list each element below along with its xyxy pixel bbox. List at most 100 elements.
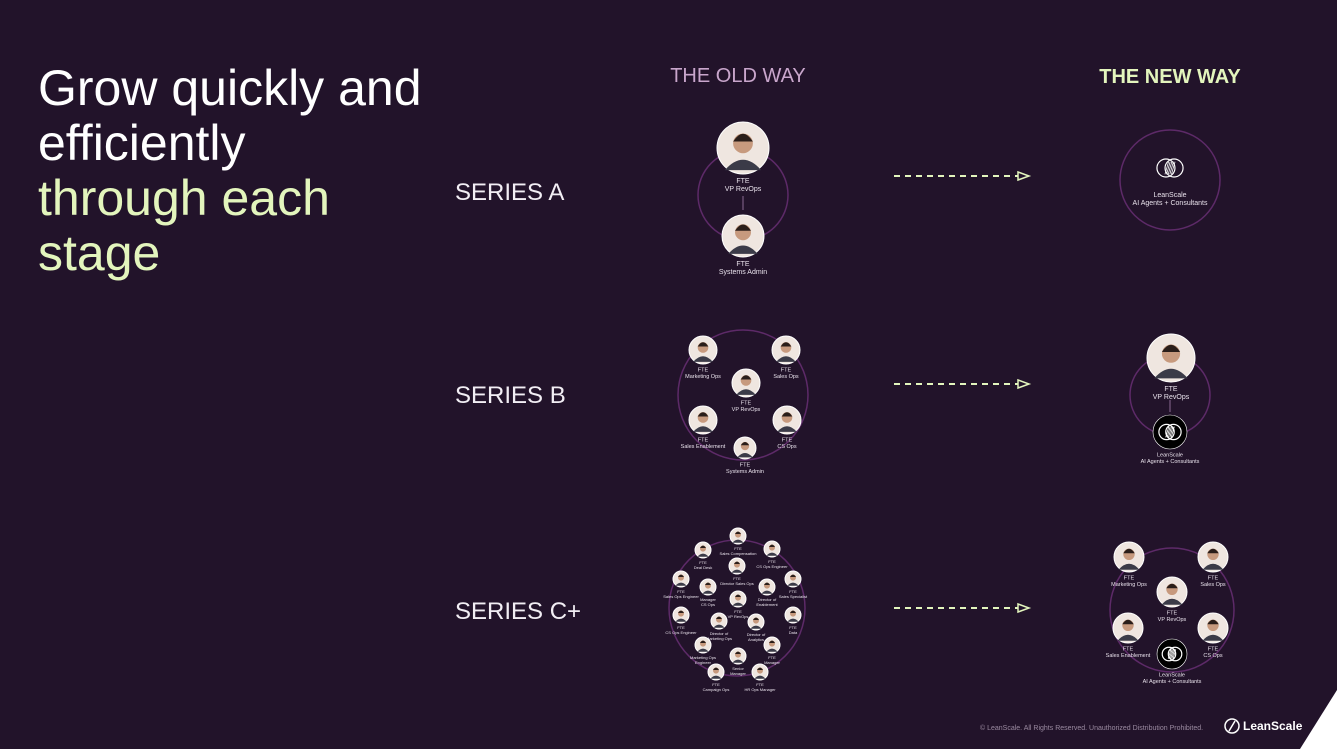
avatar-body xyxy=(728,245,758,254)
node-tag: FTE xyxy=(699,560,707,565)
node-role: HR Ops Manager xyxy=(744,687,776,692)
row-label: SERIES A xyxy=(455,179,564,206)
node-tag: FTE xyxy=(1208,576,1219,582)
node-tag: FTE xyxy=(740,463,751,469)
node-tag: FTE xyxy=(733,576,741,581)
avatar-body xyxy=(777,426,797,432)
node-role: CS Ops Engineer xyxy=(756,564,788,569)
avatar xyxy=(672,606,690,624)
logo-stripe xyxy=(1165,426,1170,438)
node-role: VP RevOps xyxy=(1153,394,1190,401)
avatar-hair xyxy=(768,544,776,547)
node-tag: Senior xyxy=(732,666,744,671)
avatar xyxy=(772,405,802,435)
title-highlight: stage xyxy=(38,225,160,281)
title-line: Grow quickly and xyxy=(38,60,422,116)
avatar-hair xyxy=(1166,583,1178,589)
avatar-body xyxy=(732,659,744,663)
node-tag: FTE xyxy=(1164,386,1178,393)
avatar-hair xyxy=(704,582,712,585)
team-ring xyxy=(1119,129,1221,231)
avatar-hair xyxy=(734,594,742,597)
avatar-hair xyxy=(733,561,741,564)
avatar-body xyxy=(1202,634,1224,641)
avatar-body xyxy=(1202,563,1224,570)
node-tag: LeanScale xyxy=(1159,673,1185,679)
logo-stripe xyxy=(1171,649,1175,659)
avatar xyxy=(694,541,712,559)
logo-ring xyxy=(1156,158,1176,178)
logo-stripe xyxy=(1171,161,1176,175)
avatar-body xyxy=(675,618,687,622)
node-role: Sales Enablement xyxy=(1106,653,1151,659)
logo-ring xyxy=(1167,646,1183,662)
avatar-body xyxy=(732,602,744,606)
avatar-hair xyxy=(1122,619,1134,625)
node-tag: FTE xyxy=(712,682,720,687)
column-header: THE NEW WAY xyxy=(1099,66,1241,88)
avatar xyxy=(694,636,712,654)
avatar xyxy=(1197,541,1229,573)
logo-stripe xyxy=(1170,426,1175,438)
avatar-hair xyxy=(734,651,742,654)
node-tag: FTE xyxy=(1123,647,1134,653)
avatar xyxy=(751,663,769,681)
node-role: Analytics xyxy=(748,637,764,642)
node-role: Sales Compensation xyxy=(720,551,757,556)
row-label: SERIES C+ xyxy=(455,598,581,625)
team-ring xyxy=(1109,547,1235,673)
node-role: Deal Desk xyxy=(694,565,712,570)
avatar-body xyxy=(754,675,766,679)
node-role: Manager xyxy=(764,660,780,665)
avatar-hair xyxy=(768,640,776,643)
node-tag: Director of xyxy=(747,632,766,637)
arrow-head xyxy=(1017,378,1032,390)
avatar-hair xyxy=(699,545,707,548)
node-tag: FTE xyxy=(1167,611,1178,617)
avatar-hair xyxy=(740,375,752,380)
corner xyxy=(1300,690,1337,749)
node-tag: Marketing Ops xyxy=(690,655,716,660)
avatar-body xyxy=(1118,563,1140,570)
leanscale-logo xyxy=(1152,414,1188,450)
avatar-body xyxy=(710,675,722,679)
node-role: AI Agents + Consultants xyxy=(1141,459,1200,465)
avatar-body xyxy=(737,452,753,458)
logo-stripe xyxy=(1166,161,1171,175)
node-tag: FTE xyxy=(734,609,742,614)
avatar-body xyxy=(1117,634,1139,641)
node-tag: FTE xyxy=(698,368,709,374)
avatar-body xyxy=(766,648,778,652)
node-role: Sales Ops Engineer xyxy=(663,594,699,599)
node-role: CS Ops xyxy=(701,602,715,607)
avatar-hair xyxy=(677,610,685,613)
avatar-body xyxy=(1154,368,1188,379)
node-tag: FTE xyxy=(789,625,797,630)
avatar-hair xyxy=(677,574,685,577)
logo-stripe xyxy=(1169,649,1173,659)
avatar xyxy=(729,647,747,665)
node-tag: FTE xyxy=(698,438,709,444)
logo-ring xyxy=(1165,423,1182,441)
node-tag: FTE xyxy=(781,368,792,374)
row-label: SERIES B xyxy=(455,382,566,409)
avatar xyxy=(747,613,765,631)
logo-stripe xyxy=(1168,426,1172,438)
logo-stripe xyxy=(1167,649,1172,659)
avatar-hair xyxy=(734,531,742,534)
node-tag: FTE xyxy=(768,655,776,660)
node-tag: FTE xyxy=(736,178,750,185)
avatar xyxy=(758,578,776,596)
logo-ring xyxy=(1158,423,1175,441)
node-role: Engineer xyxy=(695,660,712,665)
avatar xyxy=(699,578,717,596)
node-role: Director Sales Ops xyxy=(720,581,754,586)
avatar xyxy=(1197,612,1229,644)
avatar-body xyxy=(713,624,725,628)
logo-stripe xyxy=(1172,649,1177,659)
node-tag: Director of xyxy=(758,597,777,602)
avatar-hair xyxy=(735,224,751,231)
avatar-body xyxy=(776,356,796,362)
node-tag: FTE xyxy=(734,546,742,551)
